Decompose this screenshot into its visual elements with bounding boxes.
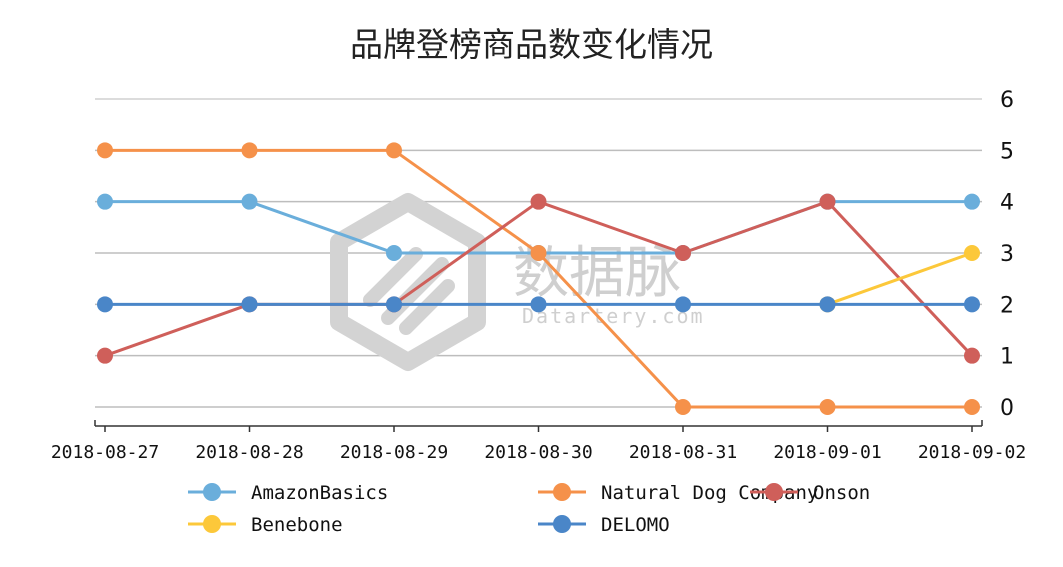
data-point-natural-dog-company[interactable] xyxy=(819,399,836,415)
x-tick-label: 2018-08-28 xyxy=(195,442,303,463)
y-tick-label: 4 xyxy=(1000,191,1014,216)
data-point-natural-dog-company[interactable] xyxy=(97,142,113,159)
legend-label: Onson xyxy=(813,482,870,504)
axis-layer: 0 1 2 3 4 5 6 2018-08-27 2018-08-28 2018-08-29 201… xyxy=(51,88,1026,463)
data-point-natural-dog-company[interactable] xyxy=(386,142,402,159)
x-tick-label: 2018-09-01 xyxy=(773,442,881,463)
x-tick-label: 2018-08-27 xyxy=(51,442,159,463)
data-point-amazonbasics[interactable] xyxy=(386,245,402,261)
data-point-natural-dog-company[interactable] xyxy=(964,399,980,415)
watermark: 数据脉 Datartery.com xyxy=(330,193,705,371)
data-point-delomo[interactable] xyxy=(97,296,113,313)
legend-item-onson[interactable]: Onson xyxy=(750,482,870,504)
data-point-benebone[interactable] xyxy=(964,245,980,261)
data-point-natural-dog-company[interactable] xyxy=(675,399,691,415)
legend-label: Benebone xyxy=(251,514,343,536)
x-tick-label: 2018-08-30 xyxy=(484,442,592,463)
watermark-subtext: Datartery.com xyxy=(522,304,705,328)
chart-title: 品牌登榜商品数变化情况 xyxy=(350,25,713,64)
legend-item-delomo[interactable]: DELOMO xyxy=(538,514,670,536)
data-point-natural-dog-company[interactable] xyxy=(241,142,258,159)
legend-item-natural-dog-company[interactable]: Natural Dog Company xyxy=(538,482,818,504)
legend-label: AmazonBasics xyxy=(251,482,388,504)
legend-swatch-marker xyxy=(203,515,221,533)
data-point-natural-dog-company[interactable] xyxy=(530,245,547,261)
series-line-benebone xyxy=(826,251,973,306)
legend-swatch-marker xyxy=(203,483,221,501)
y-tick-label: 6 xyxy=(1000,88,1014,113)
legend-swatch-marker xyxy=(765,483,783,501)
legend-item-amazonbasics[interactable]: AmazonBasics xyxy=(188,482,388,504)
data-point-onson[interactable] xyxy=(97,347,113,364)
legend-swatch-marker xyxy=(553,515,571,533)
y-tick-label: 5 xyxy=(1000,139,1014,164)
series-layer xyxy=(97,142,980,415)
data-point-onson[interactable] xyxy=(530,193,547,210)
x-tick-label: 2018-09-02 xyxy=(918,442,1026,463)
y-tick-label: 0 xyxy=(1000,396,1014,421)
legend-swatch-marker xyxy=(553,483,571,501)
data-point-delomo[interactable] xyxy=(241,296,258,313)
data-point-onson[interactable] xyxy=(819,193,836,210)
data-point-amazonbasics[interactable] xyxy=(964,193,980,210)
y-tick-label: 2 xyxy=(1000,293,1014,318)
x-tick-label: 2018-08-31 xyxy=(629,442,737,463)
data-point-delomo[interactable] xyxy=(964,296,980,313)
data-point-onson[interactable] xyxy=(675,245,691,261)
legend-label: DELOMO xyxy=(601,514,670,536)
data-point-delomo[interactable] xyxy=(530,296,547,313)
data-point-amazonbasics[interactable] xyxy=(97,193,113,210)
data-point-delomo[interactable] xyxy=(386,296,402,313)
y-tick-label: 1 xyxy=(1000,345,1014,370)
legend-label: Natural Dog Company xyxy=(601,482,818,504)
legend-item-benebone[interactable]: Benebone xyxy=(188,514,343,536)
y-tick-label: 3 xyxy=(1000,242,1014,267)
data-point-delomo[interactable] xyxy=(675,296,691,313)
data-point-amazonbasics[interactable] xyxy=(241,193,258,210)
watermark-logo-icon xyxy=(330,193,486,371)
data-point-delomo[interactable] xyxy=(819,296,836,313)
data-point-onson[interactable] xyxy=(964,347,980,364)
x-tick-label: 2018-08-29 xyxy=(340,442,448,463)
